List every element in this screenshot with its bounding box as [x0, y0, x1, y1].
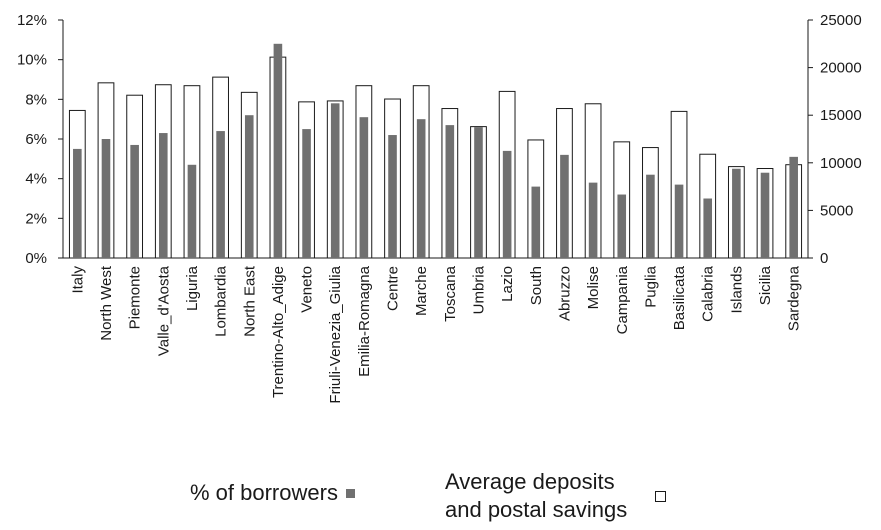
x-axis-labels: Italy North West Piemonte Valle_d'Aosta Ligu…	[69, 265, 802, 403]
borrowers-bar	[560, 154, 569, 258]
borrowers-bar	[502, 150, 512, 258]
borrowers-bar	[474, 127, 483, 258]
borrowers-bar	[588, 182, 598, 258]
left-tick-label: 12%	[17, 12, 47, 29]
left-y-axis: 0% 2% 4% 6% 8% 10% 12%	[17, 12, 64, 267]
borrowers-bar	[187, 164, 197, 258]
right-tick-label: 0	[820, 250, 828, 267]
left-tick-label: 0%	[25, 250, 47, 267]
right-tick-label: 25000	[820, 12, 862, 29]
borrowers-bar	[302, 129, 311, 258]
right-tick-label: 20000	[820, 60, 862, 77]
category-label: North West	[98, 265, 115, 341]
category-label: South	[528, 266, 545, 305]
right-y-axis: 0 5000 10000 15000 20000 25000	[807, 12, 862, 267]
category-label: North East	[241, 265, 258, 337]
borrowers-bar	[789, 156, 798, 258]
category-label: Centre	[385, 266, 402, 311]
borrowers-bar	[646, 174, 655, 258]
right-tick-label: 15000	[820, 107, 862, 124]
borrowers-bar	[732, 168, 741, 258]
category-label: Basilicata	[671, 265, 688, 330]
borrowers-bar	[216, 131, 225, 258]
category-label: Campania	[614, 265, 631, 334]
left-tick-label: 4%	[25, 171, 47, 188]
left-tick-label: 6%	[25, 131, 47, 148]
borrowers-bar	[416, 119, 426, 259]
category-label: Marche	[413, 266, 430, 316]
category-label: Lombardia	[213, 265, 230, 337]
category-label: Calabria	[700, 265, 717, 322]
category-label: Molise	[585, 266, 602, 309]
category-label: Veneto	[299, 266, 316, 313]
category-label: Valle_d'Aosta	[155, 265, 172, 356]
category-label: Toscana	[442, 265, 459, 322]
borrowers-bar	[531, 186, 541, 258]
borrowers-bar	[101, 139, 111, 258]
right-tick-label: 10000	[820, 155, 862, 172]
category-label: Sardegna	[786, 265, 803, 331]
borrowers-bar	[73, 148, 82, 258]
borrowers-bar	[674, 184, 684, 258]
legend-borrowers-swatch	[345, 488, 355, 498]
borrowers-bar	[330, 103, 340, 258]
legend-deposits-swatch	[655, 490, 667, 502]
borrowers-bar	[158, 133, 168, 258]
legend-borrowers: % of borrowers	[190, 480, 355, 506]
borrowers-bar	[273, 43, 283, 258]
legend-borrowers-label: % of borrowers	[190, 480, 338, 505]
borrowers-bar	[617, 194, 627, 258]
category-label: Italy	[69, 266, 86, 294]
borrowers-bar	[703, 198, 713, 258]
legend-deposits-label-line2: and postal savings	[445, 497, 628, 522]
legend-deposits-label-line1: Average deposits	[445, 469, 615, 494]
left-tick-label: 10%	[17, 52, 47, 69]
category-label: Friuli-Venezia_Giulia	[327, 265, 344, 403]
borrowers-bar	[130, 144, 139, 258]
category-label: Umbria	[470, 265, 487, 314]
left-tick-label: 2%	[25, 210, 47, 227]
legend-deposits: Average deposits and postal savings	[445, 468, 667, 524]
category-label: Lazio	[499, 266, 516, 302]
category-label: Abruzzo	[556, 266, 573, 321]
category-label: Piemonte	[127, 266, 144, 329]
category-label: Emilia-Romagna	[356, 265, 373, 377]
borrowers-bar	[760, 172, 770, 258]
borrowers-bar	[244, 115, 254, 258]
right-tick-label: 5000	[820, 202, 853, 219]
category-label: Liguria	[184, 265, 201, 311]
borrowers-bar	[359, 117, 369, 258]
category-label: Sicilia	[757, 265, 774, 305]
bars-group	[63, 43, 808, 259]
borrowers-bar	[445, 125, 455, 258]
left-tick-label: 8%	[25, 91, 47, 108]
category-label: Puglia	[642, 265, 659, 307]
borrowers-bar	[388, 135, 397, 258]
category-label: Islands	[728, 266, 745, 314]
category-label: Trentino-Alto_Adige	[270, 266, 287, 398]
